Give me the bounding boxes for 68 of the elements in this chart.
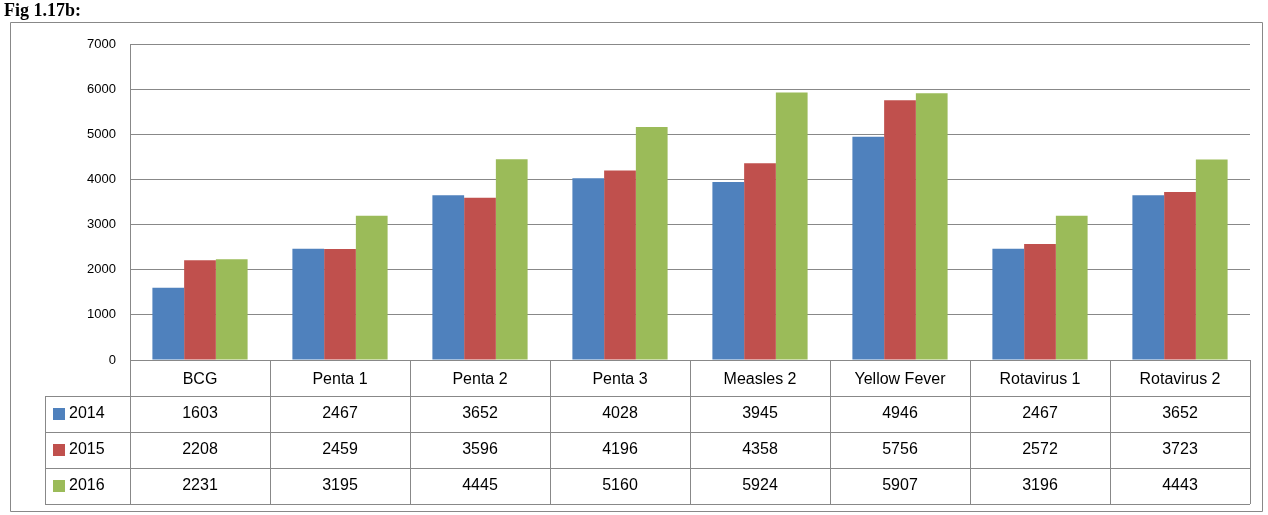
- data-label: 4196: [602, 440, 638, 458]
- y-tick-label: 5000: [87, 125, 116, 141]
- data-label: 3596: [462, 440, 498, 458]
- y-tick-label: 2000: [87, 261, 116, 277]
- y-tick-label: 0: [108, 351, 116, 367]
- data-label: 3652: [1162, 404, 1198, 422]
- data-label: 4028: [602, 404, 638, 422]
- bar: [775, 92, 808, 360]
- bar: [604, 170, 636, 360]
- data-label: 3196: [1022, 476, 1058, 494]
- data-label: 4445: [462, 476, 498, 494]
- data-label: 3195: [322, 476, 358, 494]
- x-tick-label: Measles 2: [723, 370, 797, 388]
- bar: [152, 287, 185, 360]
- y-tick-label: 3000: [87, 216, 116, 232]
- data-label: 2208: [182, 440, 218, 458]
- x-tick-label: Rotavirus 2: [1139, 370, 1221, 388]
- data-label: 5756: [882, 440, 918, 458]
- data-label: 2467: [322, 404, 358, 422]
- y-tick-label: 4000: [87, 171, 116, 187]
- data-label: 3945: [742, 404, 778, 422]
- bar: [1024, 243, 1056, 360]
- data-label: 2231: [182, 476, 218, 494]
- data-label: 5907: [882, 476, 918, 494]
- x-tick-label: Penta 1: [312, 370, 368, 388]
- legend-label: 2016: [69, 476, 105, 494]
- bar: [324, 248, 356, 360]
- y-tick-label: 1000: [87, 306, 116, 322]
- bar: [215, 259, 248, 360]
- bar: [184, 260, 216, 360]
- bar: [1164, 191, 1196, 360]
- data-label: 1603: [182, 404, 218, 422]
- bar: [1195, 159, 1228, 360]
- data-label: 2572: [1022, 440, 1058, 458]
- data-label: 3723: [1162, 440, 1198, 458]
- bar: [1055, 215, 1088, 360]
- bar: [355, 215, 388, 360]
- data-label: 4443: [1162, 476, 1198, 494]
- legend-label: 2014: [69, 404, 105, 422]
- x-tick-label: BCG: [182, 370, 218, 388]
- bar: [495, 159, 528, 360]
- bar: [884, 100, 916, 360]
- bar: [635, 127, 668, 360]
- data-label: 5924: [742, 476, 778, 494]
- x-tick-label: Yellow Fever: [854, 370, 947, 388]
- bar: [464, 197, 496, 360]
- data-label: 4946: [882, 404, 918, 422]
- bar: [1132, 195, 1165, 360]
- x-tick-label: Rotavirus 1: [999, 370, 1081, 388]
- bar: [712, 181, 745, 360]
- bar: [915, 93, 948, 360]
- bar: [992, 248, 1025, 360]
- x-tick-label: Penta 2: [452, 370, 508, 388]
- y-tick-label: 6000: [87, 80, 116, 96]
- legend-label: 2015: [69, 440, 105, 458]
- data-label: 3652: [462, 404, 498, 422]
- data-label: 2467: [1022, 404, 1058, 422]
- chart-title: Fig 1.17b:: [3, 0, 82, 22]
- bar: [572, 178, 605, 360]
- bar: [852, 136, 885, 360]
- bar: [292, 248, 325, 360]
- data-label: 2459: [322, 440, 358, 458]
- bar: [744, 163, 776, 360]
- data-label: 5160: [602, 476, 638, 494]
- data-label: 4358: [742, 440, 778, 458]
- y-tick-label: 7000: [87, 35, 116, 51]
- bar: [432, 195, 465, 360]
- x-tick-label: Penta 3: [592, 370, 648, 388]
